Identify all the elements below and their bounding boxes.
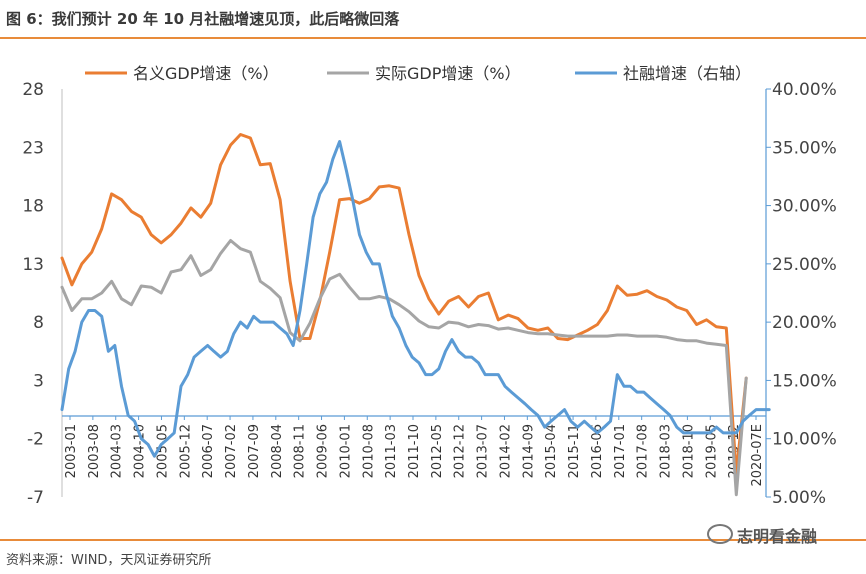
x-tick-label: 2014-09 <box>521 424 536 478</box>
x-tick-label: 2009-06 <box>316 424 331 478</box>
watermark-text: 志明看金融 <box>737 527 818 546</box>
series-line-3 <box>60 140 771 458</box>
x-tick-label: 2010-01 <box>338 424 353 478</box>
y-left-tick-label: 18 <box>22 197 44 217</box>
x-tick-label: 2012-05 <box>430 424 445 478</box>
y-left-tick-label: 23 <box>22 138 44 158</box>
x-tick-label: 2005-05 <box>155 424 170 478</box>
x-tick-label: 2018-10 <box>681 424 696 478</box>
axes: 28 23 18 13 8 3 -2 -7 40.00% 35.00% 30.00% 25.00% 20… <box>22 80 836 508</box>
x-tick-label: 2003-01 <box>64 424 79 478</box>
x-tick-label: 2017-08 <box>636 424 651 478</box>
watermark: 志明看金融 <box>707 523 817 547</box>
wechat-icon <box>707 524 733 544</box>
x-tick-label: 2015-04 <box>544 424 559 478</box>
y-right-tick-label: 15.00% <box>772 371 837 391</box>
series-line-2 <box>60 239 748 497</box>
x-tick-label: 2016-06 <box>590 424 605 478</box>
series-line-1 <box>60 133 748 476</box>
x-tick-label: 2014-02 <box>498 424 513 478</box>
y-left-tick-label: 8 <box>33 313 44 333</box>
x-tick-label: 2011-10 <box>407 424 422 478</box>
x-tick-label: 2015-11 <box>567 424 582 478</box>
x-tick-label: 2018-03 <box>659 424 674 478</box>
x-tick-label: 2019-05 <box>704 424 719 478</box>
y-right-tick-label: 35.00% <box>772 138 837 158</box>
bottom-rule <box>0 539 866 541</box>
x-tick-label: 2013-07 <box>476 424 491 478</box>
x-tick-label: 2010-08 <box>361 424 376 478</box>
x-tick-label: 2004-10 <box>133 424 148 478</box>
x-tick-label: 2008-04 <box>270 424 285 478</box>
x-tick-label: 2004-03 <box>110 424 125 478</box>
source-note: 资料来源：WIND，天风证券研究所 <box>6 553 212 568</box>
x-tick-label: 2008-11 <box>293 424 308 478</box>
x-tick-label: 2007-02 <box>224 424 239 478</box>
x-tick-label: 2012-12 <box>453 424 468 478</box>
y-right-tick-label: 10.00% <box>772 430 837 450</box>
chart-title: 图 6：我们预计 20 年 10 月社融增速见顶，此后略微回落 <box>6 10 400 28</box>
x-tick-label: 2005-12 <box>178 424 193 478</box>
legend-label-3: 社融增速（右轴） <box>623 64 751 83</box>
y-left-tick-label: -2 <box>27 430 44 450</box>
y-right-tick-label: 25.00% <box>772 255 837 275</box>
top-rule <box>0 37 866 39</box>
y-left-tick-label: -7 <box>27 488 44 508</box>
y-left-tick-label: 13 <box>22 255 44 275</box>
x-tick-label: 2011-03 <box>384 424 399 478</box>
y-left-tick-label: 28 <box>22 80 44 100</box>
legend: 名义GDP增速（%） 实际GDP增速（%） 社融增速（右轴） <box>85 64 751 83</box>
x-tick-label: 2006-07 <box>201 424 216 478</box>
x-tick-label: 2017-01 <box>613 424 628 478</box>
x-tick-label: 2007-09 <box>247 424 262 478</box>
x-tick-label: 2003-08 <box>87 424 102 478</box>
legend-label-1: 名义GDP增速（%） <box>133 64 279 83</box>
y-right-tick-label: 20.00% <box>772 313 837 333</box>
y-left-tick-label: 3 <box>33 371 44 391</box>
y-right-tick-label: 30.00% <box>772 197 837 217</box>
y-right-tick-label: 5.00% <box>772 488 826 508</box>
legend-label-2: 实际GDP增速（%） <box>375 64 521 83</box>
series-lines <box>60 133 771 497</box>
y-right-tick-label: 40.00% <box>772 80 837 100</box>
x-tick-label: 2020-07E <box>750 424 765 487</box>
